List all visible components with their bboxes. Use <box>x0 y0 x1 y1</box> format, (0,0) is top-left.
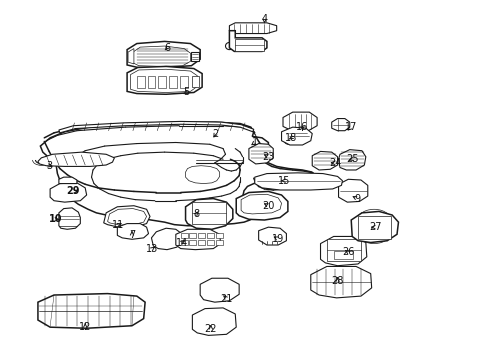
Polygon shape <box>59 208 80 229</box>
Polygon shape <box>339 150 366 170</box>
Polygon shape <box>186 166 220 184</box>
Text: 20: 20 <box>262 201 274 211</box>
Polygon shape <box>137 76 145 88</box>
Text: 1: 1 <box>252 138 258 148</box>
Polygon shape <box>192 52 199 62</box>
Polygon shape <box>334 251 353 259</box>
Polygon shape <box>38 294 145 328</box>
Text: 10: 10 <box>49 214 63 224</box>
Text: 5: 5 <box>183 87 190 98</box>
Polygon shape <box>312 152 338 170</box>
Polygon shape <box>241 194 282 214</box>
Text: 11: 11 <box>112 220 124 230</box>
Text: 16: 16 <box>296 122 309 132</box>
Polygon shape <box>190 233 196 238</box>
Text: 13: 13 <box>147 244 159 253</box>
Text: 14: 14 <box>175 238 188 248</box>
Polygon shape <box>127 41 200 67</box>
Polygon shape <box>128 49 134 64</box>
Text: 2: 2 <box>213 129 219 139</box>
Polygon shape <box>200 278 239 302</box>
Polygon shape <box>235 39 265 51</box>
Polygon shape <box>207 233 214 238</box>
Polygon shape <box>216 240 222 245</box>
Polygon shape <box>207 240 214 245</box>
Polygon shape <box>180 76 188 88</box>
Text: 26: 26 <box>342 247 354 257</box>
Text: 24: 24 <box>329 158 342 168</box>
Polygon shape <box>229 31 267 51</box>
Polygon shape <box>59 121 254 133</box>
Polygon shape <box>130 69 197 93</box>
Polygon shape <box>104 206 150 227</box>
Polygon shape <box>332 118 350 131</box>
Text: 7: 7 <box>129 230 135 240</box>
Polygon shape <box>59 177 77 184</box>
Polygon shape <box>190 240 196 245</box>
Polygon shape <box>236 192 288 220</box>
Polygon shape <box>327 239 361 261</box>
Text: 22: 22 <box>205 324 217 334</box>
Text: 21: 21 <box>220 294 233 303</box>
Polygon shape <box>50 183 87 202</box>
Text: 12: 12 <box>79 322 91 332</box>
Text: 8: 8 <box>193 209 199 219</box>
Polygon shape <box>283 112 317 131</box>
Polygon shape <box>193 308 236 336</box>
Polygon shape <box>181 240 188 245</box>
Text: 23: 23 <box>262 152 274 162</box>
Polygon shape <box>358 216 391 239</box>
Polygon shape <box>108 208 147 225</box>
Polygon shape <box>176 229 220 249</box>
Polygon shape <box>198 240 205 245</box>
Polygon shape <box>181 233 188 238</box>
Polygon shape <box>339 179 368 202</box>
Text: 25: 25 <box>346 154 359 164</box>
Polygon shape <box>169 76 177 88</box>
Polygon shape <box>311 266 372 298</box>
Text: 3: 3 <box>46 161 52 171</box>
Polygon shape <box>320 237 367 266</box>
Polygon shape <box>133 46 191 66</box>
Polygon shape <box>259 227 287 245</box>
Text: 15: 15 <box>278 176 290 186</box>
Polygon shape <box>117 224 148 239</box>
Polygon shape <box>147 76 155 88</box>
Text: 4: 4 <box>262 14 268 24</box>
Text: 29: 29 <box>67 186 80 197</box>
Polygon shape <box>229 23 277 33</box>
Polygon shape <box>186 199 233 229</box>
Text: 27: 27 <box>369 222 382 232</box>
Text: 19: 19 <box>272 234 284 244</box>
Polygon shape <box>158 76 166 88</box>
Polygon shape <box>40 122 312 226</box>
Text: 18: 18 <box>285 133 297 143</box>
Polygon shape <box>249 144 273 164</box>
Polygon shape <box>198 233 205 238</box>
Polygon shape <box>151 228 183 249</box>
Polygon shape <box>193 76 199 87</box>
Polygon shape <box>351 211 398 243</box>
Polygon shape <box>193 202 225 224</box>
Polygon shape <box>216 233 222 238</box>
Polygon shape <box>255 173 343 190</box>
Polygon shape <box>38 152 115 166</box>
Text: 6: 6 <box>164 43 170 53</box>
Text: 28: 28 <box>331 276 344 286</box>
Polygon shape <box>127 66 202 94</box>
Text: 9: 9 <box>354 194 360 203</box>
Polygon shape <box>282 127 312 145</box>
Text: 17: 17 <box>345 122 357 132</box>
